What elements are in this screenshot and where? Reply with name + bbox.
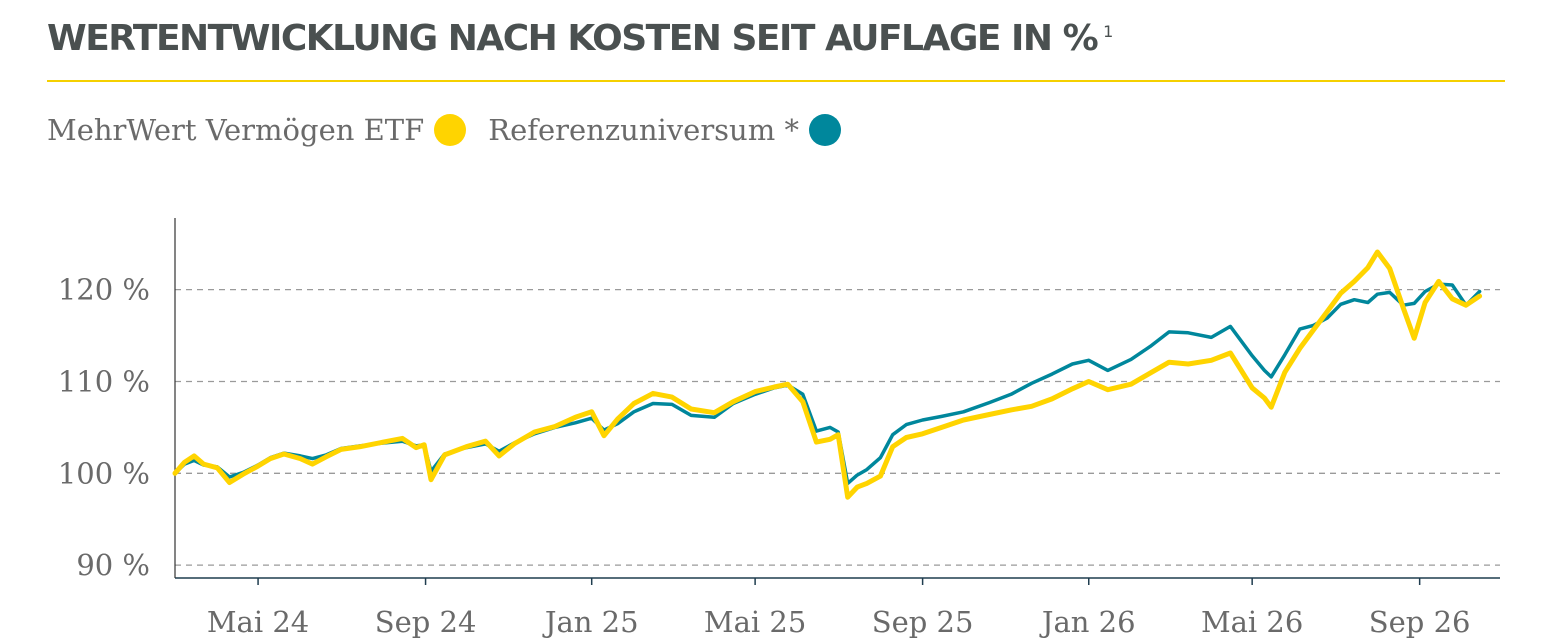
x-tick-label: Mai 24 bbox=[207, 605, 309, 639]
legend-item-referenz: Referenzuniversum * bbox=[488, 113, 841, 147]
x-tick-label: Sep 24 bbox=[375, 605, 477, 639]
y-tick-label: 120 % bbox=[58, 273, 150, 307]
title-divider bbox=[47, 80, 1505, 82]
x-tick-label: Sep 26 bbox=[1369, 605, 1471, 639]
x-tick-label: Jan 26 bbox=[1039, 605, 1136, 639]
legend-swatch-etf bbox=[434, 114, 467, 146]
legend-label-etf: MehrWert Vermögen ETF bbox=[47, 113, 425, 147]
legend: MehrWert Vermögen ETF Referenzuniversum … bbox=[47, 108, 863, 152]
legend-swatch-referenz bbox=[808, 114, 841, 146]
y-tick-labels: 90 % 100 % 110 % 120 % bbox=[58, 273, 150, 583]
legend-item-etf: MehrWert Vermögen ETF bbox=[47, 113, 467, 147]
x-tick-label: Jan 25 bbox=[542, 605, 639, 639]
footnote-marker: 1 bbox=[1103, 22, 1114, 41]
chart-title-text: WERTENTWICKLUNG NACH KOSTEN SEIT AUFLAGE… bbox=[47, 18, 1099, 59]
y-tick-label: 90 % bbox=[76, 548, 150, 582]
legend-label-referenz: Referenzuniversum * bbox=[488, 113, 799, 147]
series-line-etf bbox=[172, 249, 1483, 500]
x-tick-label: Mai 26 bbox=[1201, 605, 1303, 639]
series-lines bbox=[172, 249, 1483, 500]
gridlines bbox=[175, 288, 1500, 566]
x-tick-label: Sep 25 bbox=[872, 605, 974, 639]
x-ticks: Mai 24 Sep 24 Jan 25 Mai 25 Sep 25 Jan 26 Mai … bbox=[207, 578, 1471, 639]
chart-title: WERTENTWICKLUNG NACH KOSTEN SEIT AUFLAGE… bbox=[47, 18, 1113, 59]
series-line-referenz bbox=[173, 282, 1482, 486]
y-tick-label: 100 % bbox=[58, 456, 150, 490]
y-tick-label: 110 % bbox=[58, 364, 150, 398]
x-tick-label: Mai 25 bbox=[704, 605, 806, 639]
